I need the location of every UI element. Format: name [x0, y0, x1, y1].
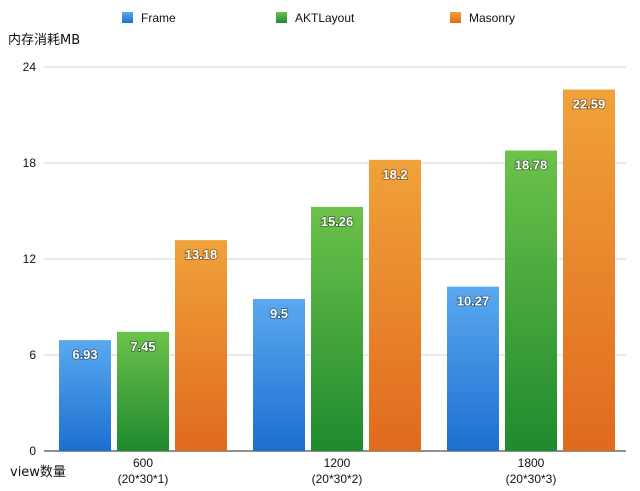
- legend: Frame AKTLayout Masonry: [122, 11, 515, 25]
- y-tick-label: 18: [23, 156, 37, 170]
- data-label: 15.26: [321, 214, 354, 229]
- x-category-sublabel: (20*30*1): [118, 472, 169, 486]
- y-tick-label: 12: [23, 252, 37, 266]
- x-category-sublabel: (20*30*3): [506, 472, 557, 486]
- x-axis-categories: 600 (20*30*1) 1200 (20*30*2) 1800 (20*30*3): [118, 456, 557, 486]
- x-axis-title: view数量: [10, 465, 66, 480]
- legend-label-masonry: Masonry: [469, 11, 515, 25]
- legend-swatch-aktlayout: [276, 12, 287, 23]
- bar-masonry-1800: [563, 89, 615, 451]
- bars: [59, 89, 615, 452]
- bar-frame-1800: [447, 286, 499, 451]
- legend-label-aktlayout: AKTLayout: [295, 11, 355, 25]
- legend-swatch-frame: [122, 12, 133, 23]
- data-label: 10.27: [457, 294, 490, 309]
- y-axis-ticks: 0 6 12 18 24: [23, 60, 37, 458]
- data-label: 13.18: [185, 247, 218, 262]
- data-label: 6.93: [72, 347, 97, 362]
- bar-masonry-600: [175, 240, 227, 451]
- bar-frame-1200: [253, 299, 305, 451]
- y-axis-title: 内存消耗MB: [8, 32, 80, 48]
- data-label: 18.2: [382, 167, 407, 182]
- data-label: 18.78: [515, 158, 548, 173]
- x-category-sublabel: (20*30*2): [312, 472, 363, 486]
- x-category-label: 600: [133, 456, 153, 470]
- legend-swatch-masonry: [450, 12, 461, 23]
- data-labels: 6.93 7.45 13.18 9.5 15.26 18.2 10.27 18.78 22.59: [72, 96, 607, 363]
- y-tick-label: 0: [29, 444, 36, 458]
- bar-frame-600: [59, 340, 111, 451]
- bar-aktlayout-1200: [311, 206, 363, 451]
- bar-masonry-1200: [369, 159, 421, 452]
- x-category-label: 1200: [324, 456, 351, 470]
- legend-label-frame: Frame: [141, 11, 176, 25]
- x-category-label: 1800: [518, 456, 545, 470]
- y-tick-label: 24: [23, 60, 37, 74]
- y-tick-label: 6: [29, 348, 36, 362]
- data-label: 22.59: [573, 97, 606, 112]
- bar-aktlayout-1800: [505, 150, 557, 451]
- bar-aktlayout-600: [117, 331, 169, 451]
- data-label: 9.5: [270, 306, 288, 321]
- data-label: 7.45: [130, 339, 155, 354]
